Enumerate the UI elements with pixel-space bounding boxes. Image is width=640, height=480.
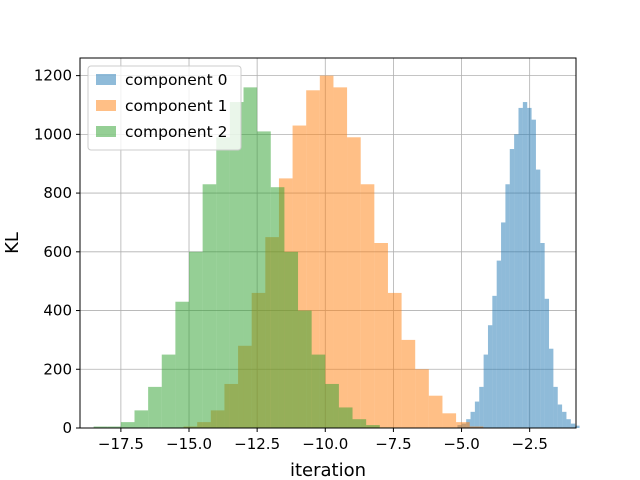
histogram-bar (487, 325, 493, 428)
x-tick-label: −12.5 (234, 435, 280, 453)
legend-swatch (96, 74, 116, 85)
x-tick-label: −17.5 (98, 435, 144, 453)
histogram-bar (216, 137, 230, 429)
histogram-bar (496, 260, 502, 428)
histogram-bar (553, 386, 558, 428)
histogram-bar (107, 426, 121, 428)
x-tick-label: −2.5 (511, 435, 547, 453)
y-axis-label: KL (2, 232, 23, 254)
histogram-bar (531, 119, 536, 429)
legend: component 0 component 1 component 2 (87, 65, 242, 151)
histogram-bar (469, 426, 484, 428)
histogram-bar (442, 413, 457, 428)
histogram-bar (202, 184, 217, 428)
bars (93, 75, 580, 429)
histogram-bar (148, 386, 162, 428)
histogram-bar (175, 301, 190, 428)
legend-swatch (96, 100, 116, 111)
histogram-bar (514, 134, 519, 428)
histogram-bar (352, 419, 367, 428)
histogram-bar (120, 422, 135, 428)
histogram-bar (284, 251, 299, 428)
histogram-bar (501, 222, 506, 428)
legend-label: component 2 (125, 123, 227, 141)
histogram-bar (505, 184, 510, 428)
histogram-bar (189, 251, 203, 428)
histogram-bar (549, 348, 554, 428)
series-0-bars (457, 102, 580, 429)
histogram-bar (492, 295, 497, 428)
y-tick-label: 600 (43, 243, 72, 261)
legend-label: component 0 (125, 71, 227, 89)
y-tick-label: 400 (43, 302, 72, 320)
legend-swatch (96, 126, 116, 137)
histogram-bar (243, 87, 258, 428)
histogram-bar (161, 354, 176, 428)
y-tick-label: 1000 (34, 125, 72, 143)
legend-box (87, 65, 242, 151)
histogram-bar (562, 411, 567, 428)
histogram-bar (474, 401, 480, 428)
histogram-bar (366, 425, 380, 428)
histogram-bar (338, 407, 353, 428)
histogram-bar (540, 243, 545, 428)
x-tick-label: −5.0 (443, 435, 479, 453)
histogram-bar (570, 423, 576, 428)
histogram-bar (557, 404, 563, 428)
histogram-bar (415, 369, 429, 428)
histogram-bar (360, 184, 375, 428)
histogram-bar (575, 425, 580, 428)
histogram-bar (311, 354, 326, 428)
histogram-bar (483, 354, 488, 428)
histogram-bar (229, 102, 244, 429)
y-tick-label: 1200 (34, 67, 72, 85)
histogram-bar (470, 411, 475, 428)
histogram-bar (319, 75, 334, 428)
histogram-bar (509, 149, 515, 429)
histogram-bar (270, 187, 285, 428)
histogram-bar (456, 422, 470, 428)
y-tick-label: 0 (62, 419, 72, 437)
histogram-bar (518, 107, 523, 429)
histogram-bar (527, 107, 532, 429)
series-2-bars (93, 87, 394, 429)
x-tick-label: −15.0 (166, 435, 212, 453)
histogram-bar (325, 383, 339, 428)
histogram-bar (333, 87, 348, 428)
ticks: −17.5 −15.0 −12.5 −10.0 −7.5 −5.0 −2.5 0 200 400 6… (34, 67, 548, 453)
histogram-bar (401, 339, 416, 428)
legend-label: component 1 (125, 97, 227, 115)
histogram-bar (479, 386, 484, 428)
histogram-bar (93, 426, 108, 428)
histogram-bar (257, 131, 271, 428)
histogram-bar (374, 243, 388, 428)
histogram-bar (566, 419, 571, 428)
histogram-bar (347, 137, 361, 429)
x-axis-label: iteration (290, 460, 366, 480)
x-tick-label: −10.0 (302, 435, 348, 453)
plot-frame (79, 57, 577, 429)
histogram-bar (535, 169, 541, 429)
y-tick-label: 200 (43, 360, 72, 378)
x-tick-label: −7.5 (375, 435, 411, 453)
y-tick-label: 800 (43, 184, 72, 202)
histogram-bar (387, 292, 402, 428)
histogram-bar (134, 410, 149, 428)
histogram-bar (428, 395, 443, 428)
histogram-bar (298, 310, 312, 428)
histogram-bar (522, 102, 528, 429)
histogram-bar (544, 298, 550, 428)
